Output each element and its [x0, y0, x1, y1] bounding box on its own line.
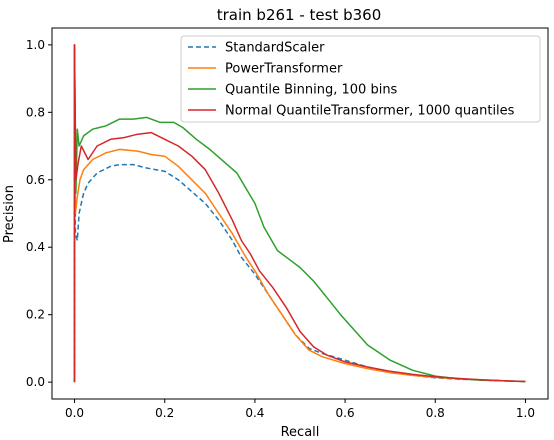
- series-line-4: [73, 44, 526, 383]
- y-axis-ticks: 0.0 0.2 0.4 0.6 0.8 1.0: [26, 38, 52, 389]
- y-tick-label: 0.0: [26, 375, 45, 389]
- x-tick-label: 1.0: [516, 406, 535, 420]
- legend: StandardScaler PowerTransformer Quantile B…: [180, 35, 541, 123]
- series-line-3: [73, 44, 526, 383]
- chart-title: train b261 - test b360: [217, 6, 382, 24]
- plot-frame: [51, 27, 549, 400]
- x-axis-label: Recall: [281, 425, 320, 440]
- legend-label-2: PowerTransformer: [225, 62, 343, 77]
- y-tick-label: 0.6: [26, 173, 45, 187]
- y-tick-label: 0.4: [26, 240, 45, 254]
- y-tick-label: 0.2: [26, 308, 45, 322]
- y-axis-label: Precision: [2, 185, 17, 243]
- x-tick-label: 0.6: [336, 406, 355, 420]
- legend-label-3: Quantile Binning, 100 bins: [225, 83, 398, 98]
- x-tick-label: 0.0: [65, 406, 84, 420]
- x-tick-label: 0.2: [155, 406, 174, 420]
- x-tick-label: 0.8: [426, 406, 445, 420]
- y-tick-label: 1.0: [26, 38, 45, 52]
- legend-box: [180, 35, 541, 123]
- legend-label-4: Normal QuantileTransformer, 1000 quantil…: [225, 104, 515, 119]
- series-layer: [73, 44, 526, 383]
- series-line-2: [73, 44, 526, 383]
- x-axis-ticks: 0.0 0.2 0.4 0.6 0.8 1.0: [65, 399, 535, 420]
- x-tick-label: 0.4: [245, 406, 264, 420]
- series-line-1: [73, 44, 526, 383]
- legend-label-1: StandardScaler: [225, 41, 325, 56]
- y-tick-label: 0.8: [26, 105, 45, 119]
